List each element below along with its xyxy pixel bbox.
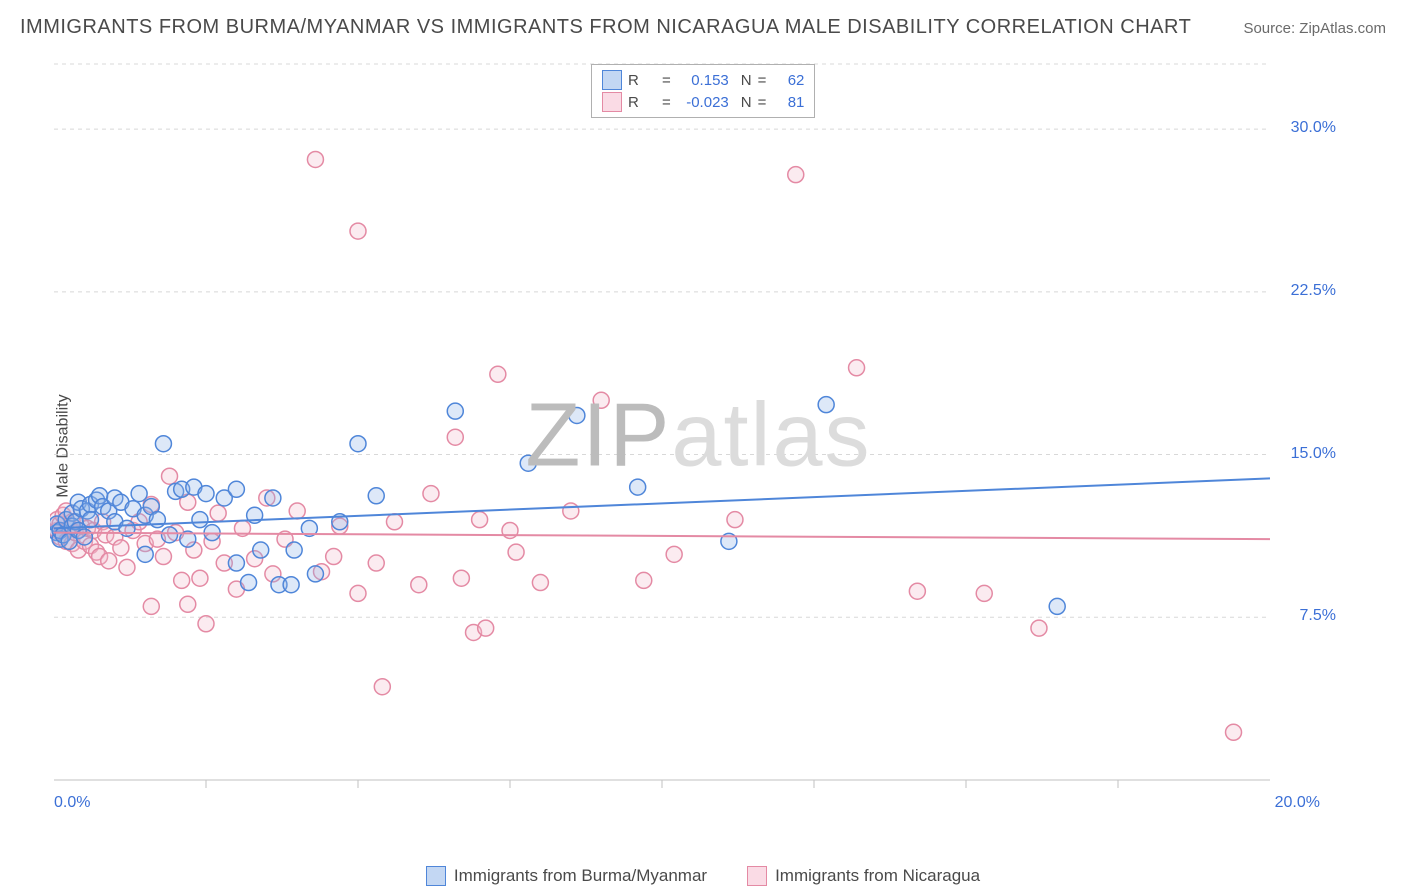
source-attribution: Source: ZipAtlas.com: [1243, 20, 1386, 37]
swatch-nicaragua: [602, 92, 622, 112]
stats-legend-row-burma: R = 0.153 N = 62: [602, 69, 804, 91]
chart-title: IMMIGRANTS FROM BURMA/MYANMAR VS IMMIGRA…: [20, 16, 1191, 39]
stats-n-nicaragua: 81: [772, 94, 804, 111]
watermark: ZIPatlas: [525, 385, 871, 485]
stats-r-label: R: [628, 72, 656, 89]
chart-svg: ZIPatlas: [50, 60, 1340, 820]
series-legend: Immigrants from Burma/Myanmar Immigrants…: [0, 866, 1406, 886]
stats-legend-row-nicaragua: R = -0.023 N = 81: [602, 91, 804, 113]
stats-eq: =: [662, 72, 671, 89]
legend-label-burma: Immigrants from Burma/Myanmar: [454, 866, 707, 886]
legend-label-nicaragua: Immigrants from Nicaragua: [775, 866, 980, 886]
svg-text:ZIPatlas: ZIPatlas: [525, 385, 871, 485]
legend-item-nicaragua: Immigrants from Nicaragua: [747, 866, 980, 886]
y-tick-label: 15.0%: [1291, 445, 1336, 463]
y-tick-label: 7.5%: [1300, 607, 1336, 625]
chart-plot-area: ZIPatlas 7.5% 15.0% 22.5% 30.0% 0.0% 20.0%: [50, 60, 1340, 820]
stats-eq: =: [662, 94, 671, 111]
x-tick-label: 0.0%: [54, 794, 90, 812]
stats-eq: =: [758, 72, 767, 89]
swatch-burma: [602, 70, 622, 90]
stats-eq: =: [758, 94, 767, 111]
stats-n-label: N: [741, 72, 752, 89]
stats-n-label: N: [741, 94, 752, 111]
stats-legend: R = 0.153 N = 62 R = -0.023 N = 81: [591, 64, 815, 118]
y-tick-label: 30.0%: [1291, 119, 1336, 137]
swatch-burma: [426, 866, 446, 886]
axes: [54, 780, 1270, 788]
stats-r-nicaragua: -0.023: [677, 94, 729, 111]
stats-n-burma: 62: [772, 72, 804, 89]
y-tick-label: 22.5%: [1291, 282, 1336, 300]
swatch-nicaragua: [747, 866, 767, 886]
x-tick-label: 20.0%: [1275, 794, 1320, 812]
stats-r-burma: 0.153: [677, 72, 729, 89]
stats-r-label: R: [628, 94, 656, 111]
legend-item-burma: Immigrants from Burma/Myanmar: [426, 866, 707, 886]
